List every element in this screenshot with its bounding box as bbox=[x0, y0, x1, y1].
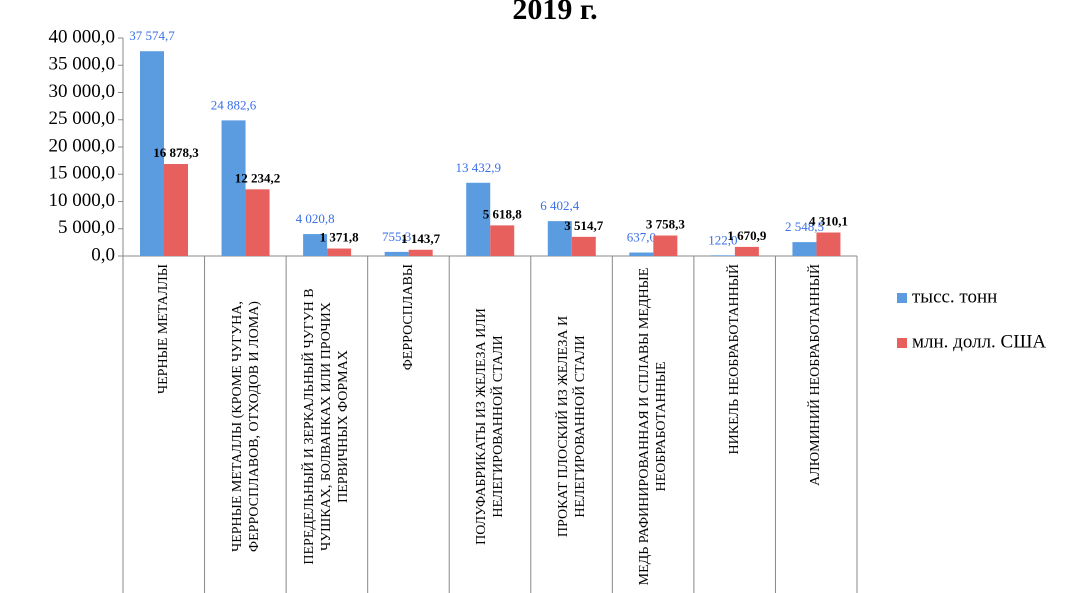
y-tick-label: 25 000,0 bbox=[49, 108, 116, 129]
legend-swatch bbox=[897, 338, 907, 348]
data-label: 37 574,7 bbox=[129, 28, 175, 43]
x-tick-label: ЧЕРНЫЕ МЕТАЛЛЫ bbox=[156, 264, 172, 394]
data-label: 637,0 bbox=[627, 230, 656, 245]
y-tick-label: 0,0 bbox=[91, 244, 115, 265]
data-label: 6 402,4 bbox=[540, 198, 580, 213]
bar bbox=[571, 236, 596, 256]
bar bbox=[734, 246, 759, 256]
bar bbox=[547, 221, 572, 256]
bar bbox=[792, 242, 817, 256]
x-tick-label: ПЕРЕДЕЛЬНЫЙ И ЗЕРКАЛЬНЫЙ ЧУГУН В ЧУШКАХ,… bbox=[302, 288, 352, 565]
data-label: 2 548,5 bbox=[785, 219, 824, 234]
bar bbox=[384, 251, 409, 256]
y-tick-label: 40 000,0 bbox=[49, 26, 116, 47]
x-tick-label: ФЕРРОСПЛАВЫ bbox=[400, 264, 416, 371]
data-label: 3 758,3 bbox=[646, 217, 686, 232]
chart-title: 2019 г. bbox=[512, 0, 597, 26]
bar bbox=[327, 248, 352, 256]
bar bbox=[629, 252, 654, 256]
bar bbox=[303, 234, 328, 256]
data-label: 16 878,3 bbox=[153, 145, 199, 160]
bar bbox=[245, 189, 270, 256]
data-label: 12 234,2 bbox=[235, 170, 281, 185]
y-tick-label: 35 000,0 bbox=[49, 54, 116, 75]
bar bbox=[408, 249, 433, 256]
data-label: 4 310,1 bbox=[809, 213, 848, 228]
x-tick-label: ПОЛУФАБРИКАТЫ ИЗ ЖЕЛЕЗА ИЛИ НЕЛЕГИРОВАНН… bbox=[473, 308, 506, 545]
legend-label: тысс. тонн bbox=[912, 286, 997, 307]
bar bbox=[710, 255, 735, 256]
bar bbox=[490, 225, 515, 256]
x-tick-label: МЕДЬ РАФИНИРОВАННАЯ И СПЛАВЫ МЕДНЫЕ НЕОБ… bbox=[637, 267, 670, 586]
data-label: 122,0 bbox=[708, 232, 737, 247]
x-tick-label: АЛЮМИНИЙ НЕОБРАБОТАННЫЙ bbox=[808, 264, 824, 486]
legend-swatch bbox=[897, 293, 907, 303]
bar bbox=[140, 51, 164, 257]
y-tick-label: 10 000,0 bbox=[49, 190, 116, 211]
data-label: 755,3 bbox=[382, 229, 411, 244]
bar bbox=[221, 120, 246, 256]
data-label: 4 020,8 bbox=[296, 211, 335, 226]
bar bbox=[466, 182, 491, 256]
data-label: 13 432,9 bbox=[455, 160, 501, 175]
x-tick-label: ЧЕРНЫЕ МЕТАЛЛЫ (КРОМЕ ЧУГУНА, ФЕРРОСПЛАВ… bbox=[229, 301, 262, 552]
bar bbox=[164, 164, 188, 256]
data-label: 5 618,8 bbox=[483, 206, 523, 221]
y-tick-label: 30 000,0 bbox=[49, 81, 116, 102]
bar bbox=[816, 232, 841, 256]
data-label: 1 670,9 bbox=[727, 228, 767, 243]
y-tick-label: 5 000,0 bbox=[58, 217, 115, 238]
data-label: 3 514,7 bbox=[564, 218, 604, 233]
data-label: 24 882,6 bbox=[211, 97, 257, 112]
x-tick-label: НИКЕЛЬ НЕОБРАБОТАННЫЙ bbox=[727, 264, 743, 455]
y-tick-label: 15 000,0 bbox=[49, 163, 116, 184]
x-tick-label: ПРОКАТ ПЛОСКИЙ ИЗ ЖЕЛЕЗА И НЕЛЕГИРОВАННО… bbox=[555, 315, 588, 538]
y-tick-label: 20 000,0 bbox=[49, 135, 116, 156]
data-label: 1 143,7 bbox=[401, 231, 441, 246]
data-label: 1 371,8 bbox=[320, 230, 360, 245]
legend-label: млн. долл. США bbox=[912, 331, 1046, 352]
bar bbox=[653, 235, 678, 256]
